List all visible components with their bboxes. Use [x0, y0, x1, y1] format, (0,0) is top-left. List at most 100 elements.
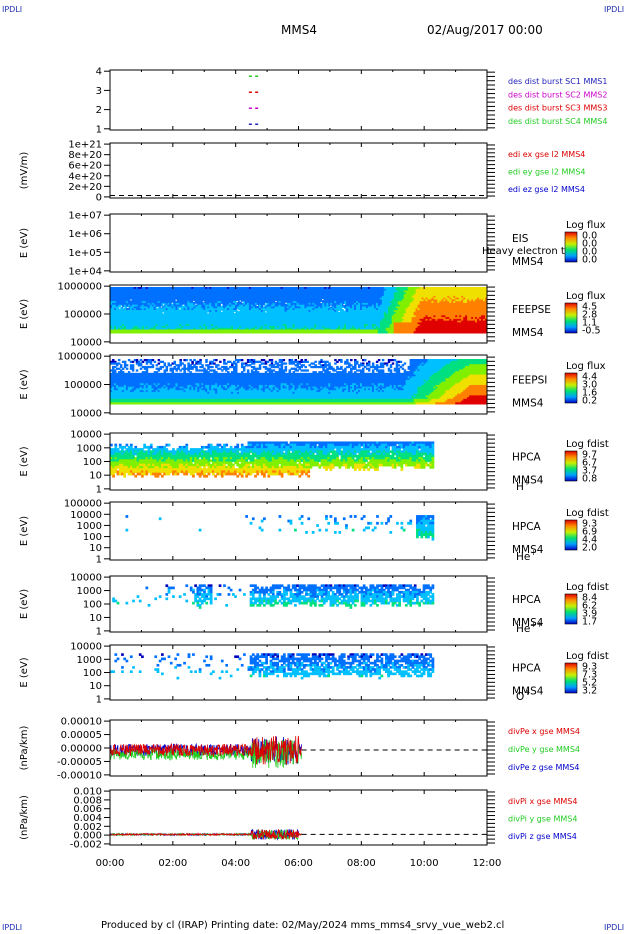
spectrogram-cell [175, 317, 178, 320]
spectrogram-cell [141, 317, 145, 320]
spectrogram-cell [240, 292, 244, 295]
spectrogram-cell [127, 287, 131, 290]
spectrogram-cell [189, 290, 192, 293]
spectrogram-cell [211, 317, 214, 320]
spectrogram-cell [131, 295, 135, 299]
spectrogram-cell [284, 301, 288, 304]
spectrogram-cell [165, 315, 169, 318]
spectrogram-cell [282, 302, 286, 306]
spectrogram-cell [171, 315, 174, 318]
spectrogram-cell [123, 299, 127, 302]
spectrogram-cell [238, 318, 242, 322]
spectrogram-cell [276, 318, 280, 322]
corner-label-bottom-right: IPDLI [604, 923, 625, 932]
spectrogram-cell [177, 299, 180, 302]
spectrogram-cell [177, 306, 180, 309]
spectrogram-cell [131, 325, 135, 329]
spectrogram-cell [203, 287, 206, 290]
spectrogram-cell [213, 294, 216, 297]
spectrogram-cell [159, 287, 163, 290]
spectrogram-cell [110, 318, 113, 322]
spectrogram-cell [111, 295, 115, 299]
spectrogram-cell [205, 301, 208, 304]
spectrogram-cell [159, 290, 163, 293]
spectrogram-cell [191, 315, 194, 318]
spectrogram-cell [201, 290, 204, 293]
spectrogram-cell [165, 295, 169, 299]
spectrogram-cell [211, 320, 214, 323]
spectrogram-cell [219, 304, 222, 307]
spectrogram-cell [213, 306, 216, 309]
spectrogram-cell [181, 299, 184, 302]
spectrogram-cell [125, 288, 129, 292]
spectrogram-cell [244, 317, 248, 320]
spectrogram-cell [266, 327, 270, 330]
spectrogram-cell [167, 315, 171, 318]
spectrogram-cell [183, 301, 186, 304]
spectrogram-cell [268, 311, 272, 315]
spectrogram-cell [195, 320, 198, 323]
spectrogram-cell [242, 297, 246, 300]
spectrogram-cell [199, 320, 202, 323]
spectrogram-cell [274, 315, 278, 318]
spectrogram-cell [252, 315, 256, 318]
spectrogram-cell [270, 331, 274, 334]
spectrogram-cell [215, 294, 218, 297]
spectrogram-cell [213, 301, 216, 304]
spectrogram-cell [157, 311, 161, 315]
spectrogram-cell [189, 297, 192, 300]
spectrogram-cell [147, 295, 151, 299]
spectrogram-cell [280, 287, 284, 290]
spectrogram-cell [165, 331, 169, 334]
spectrogram-cell [229, 290, 232, 293]
spectrogram-cell [233, 302, 236, 306]
spectrogram-cell [276, 331, 280, 334]
spectrogram-cell [227, 306, 230, 309]
spectrogram-cell [110, 302, 113, 306]
spectrogram-cell [129, 288, 133, 292]
spectrogram-cell [258, 315, 262, 318]
spectrogram-cell [240, 327, 244, 330]
spectrogram-cell [258, 287, 262, 290]
burst-mark [248, 91, 252, 93]
spectrogram-cell [195, 299, 198, 302]
spectrogram-cell [264, 295, 268, 299]
spectrogram-cell [113, 294, 117, 297]
spectrogram-cell [207, 299, 210, 302]
spectrogram-cell [141, 292, 145, 295]
spectrogram-cell [195, 287, 198, 290]
spectrogram-cell [215, 287, 218, 290]
spectrogram-cell [193, 292, 196, 295]
spectrogram-cell [121, 304, 125, 307]
spectrogram-cell [242, 331, 246, 334]
spectrogram-cell [282, 318, 286, 322]
spectrogram-cell [159, 297, 163, 300]
spectrogram-cell [131, 329, 135, 332]
spectrogram-cell [219, 287, 222, 290]
burst-mark [255, 107, 259, 109]
spectrogram-cell [115, 322, 119, 325]
spectrogram-cell [195, 304, 198, 307]
spectrogram-cell [137, 311, 141, 315]
spectrogram-cell [215, 324, 218, 327]
spectrogram-cell [153, 317, 157, 320]
spectrogram-cell [151, 320, 155, 323]
spectrogram-cell [215, 317, 218, 320]
spectrogram-cell [191, 311, 194, 315]
spectrogram-cell [213, 310, 216, 313]
spectrogram-cell [155, 295, 159, 299]
spectrogram-cell [256, 290, 260, 293]
spectrogram-cell [117, 299, 121, 302]
spectrogram-cell [233, 308, 236, 311]
spectrogram-cell [167, 288, 171, 292]
spectrogram-cell [133, 313, 137, 316]
spectrogram-cell [149, 297, 153, 300]
spectrogram-cell [173, 292, 176, 295]
spectrogram-cell [153, 324, 157, 327]
spectrogram-cell [223, 301, 226, 304]
spectrogram-cell [240, 313, 244, 316]
spectrogram-cell [149, 290, 153, 293]
spectrogram-cell [121, 320, 125, 323]
y-tick-label: 1e+07 [68, 211, 102, 222]
